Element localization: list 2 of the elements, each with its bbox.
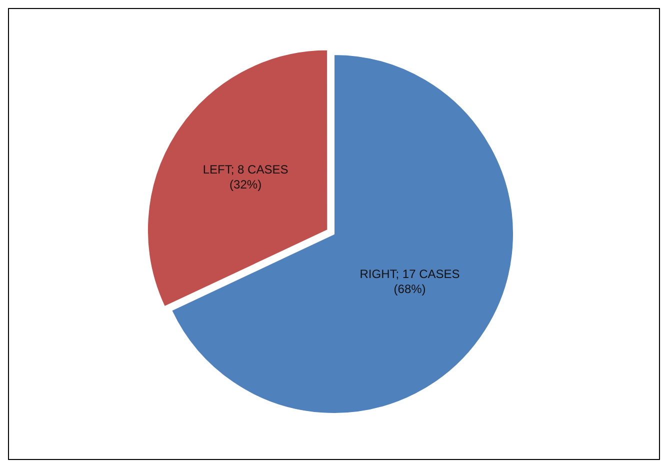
slice-label: LEFT; 8 CASES (32%) <box>202 162 288 192</box>
slice-label: RIGHT; 17 CASES (68%) <box>360 266 460 296</box>
